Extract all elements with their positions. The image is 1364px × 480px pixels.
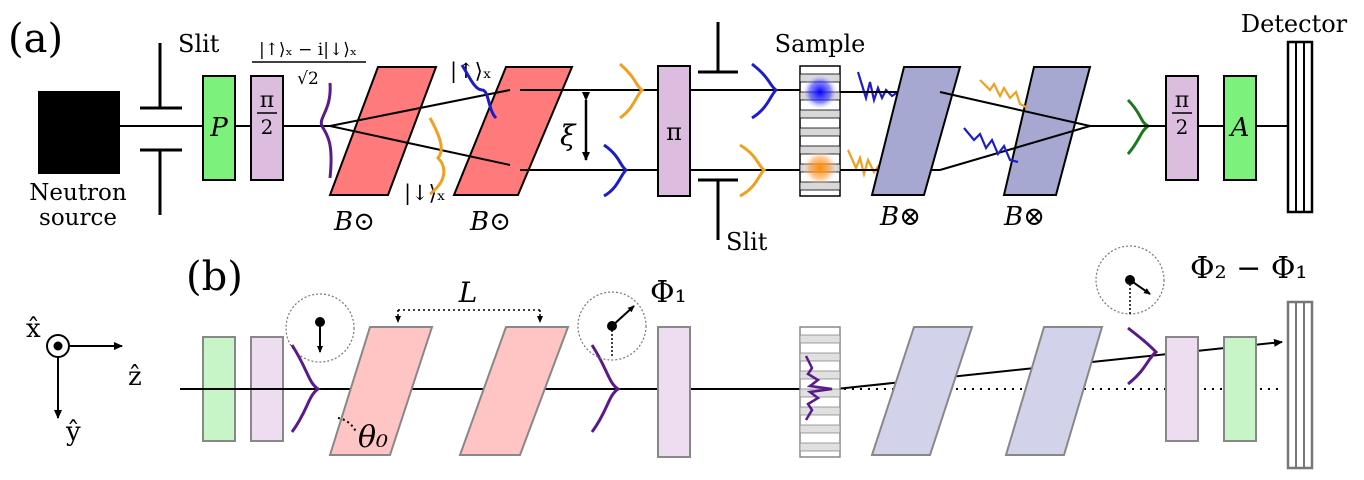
- beam-down-path-1: [329, 125, 511, 166]
- prism-dot-1-label: B⊙: [333, 207, 375, 237]
- beam-recombine-down: [939, 125, 1091, 171]
- pi-flipper-label: π: [666, 118, 682, 146]
- wavepacket-mid-orange: [979, 79, 1029, 109]
- axis-x-label: x̂: [26, 314, 41, 344]
- pi-half-2-faded: [1165, 336, 1199, 442]
- polarizer-label: P: [209, 113, 228, 143]
- pi-half-2-den: 2: [1176, 115, 1189, 139]
- spin-pivot-2: [607, 321, 617, 331]
- neutron-source-block: [38, 91, 120, 174]
- prism-cross-1: [870, 66, 962, 196]
- panel-b-label: (b): [186, 254, 243, 300]
- wavepacket-scattered-up: [856, 71, 899, 105]
- sample-grating: [799, 65, 841, 197]
- wavepacket-mid-blue: [963, 127, 1019, 164]
- prism-cross-2-faded: [1004, 326, 1104, 456]
- pi-flipper: [657, 65, 691, 197]
- axis-x-dot: [53, 341, 63, 351]
- wavepacket-b-final: [1127, 326, 1159, 386]
- phase-diff-label: Φ₂ − Φ₁: [1190, 251, 1307, 286]
- separation-label: ξ: [560, 119, 577, 152]
- pi-half-flipper-2: [1165, 75, 1199, 181]
- axis-y-label: ŷ: [65, 417, 81, 447]
- panel-a: (a) Neutron source Slit P π 2 |↑⟩ₓ − i|↓…: [8, 10, 1348, 256]
- wavepacket-down-2: [603, 143, 629, 198]
- wavepacket-down-1: [428, 117, 446, 196]
- sample-grating-b: [799, 326, 841, 458]
- beam-up-path-1: [329, 89, 511, 127]
- wavepacket-up-3: [751, 62, 779, 120]
- spin-indicator-2: [577, 291, 647, 361]
- slit-label-top: Slit: [178, 30, 220, 58]
- prism-cross-2: [1002, 66, 1092, 196]
- angle-label: θ₀: [358, 420, 388, 455]
- pi-half-den: 2: [261, 115, 274, 139]
- pi-half-flipper: [250, 75, 284, 181]
- spin-pivot-3: [1125, 275, 1135, 285]
- source-label-line2: source: [39, 205, 117, 231]
- axis-z-label: ẑ: [128, 362, 142, 392]
- wavepacket-b-scattered: [804, 355, 833, 421]
- detector-faded: [1286, 300, 1314, 470]
- pi-half-num: π: [260, 88, 274, 113]
- prism-dot-2: [452, 66, 574, 196]
- panel-a-label: (a): [8, 16, 63, 62]
- detector-label: Detector: [1241, 10, 1348, 38]
- panel-b: (b) x̂ ẑ ŷ L θ₀: [26, 245, 1314, 470]
- sample-label: Sample: [775, 30, 866, 58]
- slit-label-bottom: Slit: [726, 228, 768, 256]
- spin-pivot-1: [315, 317, 325, 327]
- source-label-line1: Neutron: [29, 180, 127, 206]
- wavepacket-initial: [319, 82, 333, 179]
- pi-flipper-faded: [657, 326, 691, 458]
- wavepacket-b-2: [590, 344, 621, 433]
- prism-dot-2-label: B⊙: [469, 207, 511, 237]
- angle-arc: [337, 417, 357, 433]
- sample-scatter-blue: [802, 74, 838, 110]
- pi-half-2-num: π: [1175, 88, 1189, 113]
- analyzer-label: A: [1229, 113, 1250, 143]
- spin-indicator-1: [285, 293, 355, 363]
- wavepacket-up-1: [460, 64, 498, 120]
- prism-dot-1: [328, 66, 438, 196]
- length-label: L: [458, 276, 478, 309]
- analyzer-faded: [1223, 336, 1257, 442]
- polarizer: [202, 75, 236, 181]
- detector: [1286, 40, 1314, 214]
- wavepacket-b-1: [290, 344, 321, 433]
- prism-dot-1-faded: [328, 326, 434, 456]
- wavepacket-down-3: [739, 143, 767, 198]
- state-superposition-num: |↑⟩ₓ − i|↓⟩ₓ: [259, 40, 357, 60]
- sample-scatter-orange: [802, 150, 838, 186]
- analyzer: [1223, 75, 1257, 181]
- wavepacket-up-2: [619, 62, 645, 120]
- prism-cross-1-faded: [870, 326, 974, 456]
- phase-1-label: Φ₁: [650, 275, 687, 310]
- prism-cross-2-label: B⊗: [1003, 202, 1045, 232]
- prism-dot-2-faded: [458, 326, 570, 456]
- prism-cross-1-label: B⊗: [879, 202, 921, 232]
- state-superposition-den: √2: [297, 69, 319, 89]
- beam-recombine-up: [939, 91, 1091, 127]
